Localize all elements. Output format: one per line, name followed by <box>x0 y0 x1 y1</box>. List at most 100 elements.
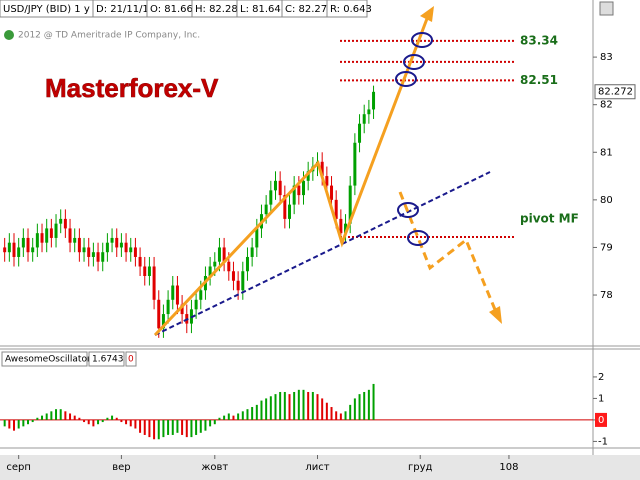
candle-body <box>217 247 221 262</box>
candle-body <box>147 266 151 276</box>
y-tick-label: 82 <box>600 100 613 111</box>
candle-body <box>330 185 334 200</box>
x-axis-strip <box>0 455 640 480</box>
drawings <box>153 6 502 337</box>
y-tick-label: 0 <box>598 415 604 426</box>
y-tick-label: 83 <box>600 52 613 63</box>
candle-body <box>362 114 366 124</box>
candle-body <box>199 290 203 300</box>
candle-body <box>194 299 198 310</box>
signal-box <box>595 412 607 427</box>
candle-body <box>287 204 291 219</box>
candle-body <box>250 247 254 257</box>
header-symbol: USD/JPY (BID) 1 y D <box>3 4 101 15</box>
candle-body <box>180 304 184 315</box>
target-ellipse <box>397 202 419 218</box>
oscillator-pane: -1 0 1 2 серп вер жовт лист груд 108 <box>0 372 608 473</box>
candle-body <box>101 252 105 262</box>
candle-body <box>87 247 91 257</box>
candle-body <box>348 185 352 224</box>
copyright: 2012 @ TD Ameritrade IP Company, Inc. <box>18 31 200 41</box>
candle-body <box>31 247 35 253</box>
candle-body <box>115 237 119 248</box>
header-open: O: 81.664 <box>150 4 199 15</box>
arrow-head <box>420 6 434 22</box>
candle-body <box>143 266 147 276</box>
y-tick-label: 79 <box>600 242 613 253</box>
candle-body <box>59 218 63 224</box>
candle-body <box>302 180 306 196</box>
candle-body <box>54 223 58 238</box>
header-box <box>326 0 368 18</box>
y-tick-label: -1 <box>598 436 608 447</box>
candle-body <box>17 247 21 257</box>
y-tick-label: 80 <box>600 195 613 206</box>
candle-body <box>283 195 287 219</box>
candle-body <box>344 223 348 234</box>
x-tick-label: груд <box>408 462 433 473</box>
candle-body <box>231 271 235 281</box>
candle-body <box>161 314 165 329</box>
candle-body <box>297 185 301 196</box>
header-close: C: 82.272 <box>285 4 334 15</box>
y-tick-label: 1 <box>598 393 604 404</box>
candle-body <box>264 204 268 215</box>
candle-body <box>35 233 39 248</box>
candle-body <box>213 261 217 267</box>
target-ellipse <box>411 32 433 48</box>
target-ellipse <box>395 71 417 87</box>
indicator-value: 1.6743 <box>92 355 124 365</box>
header-range: R: 0.643 <box>330 4 372 15</box>
candle-body <box>367 109 371 115</box>
candle-body <box>325 176 329 186</box>
header-low: L: 81.648 <box>240 4 287 15</box>
candle-body <box>208 266 212 276</box>
candle-body <box>3 247 7 253</box>
candle-body <box>157 299 161 329</box>
y-tick-label: 81 <box>600 147 613 158</box>
annotation: Masterforex-V <box>45 73 219 103</box>
candle-body <box>82 247 86 253</box>
candle-body <box>241 271 245 291</box>
candle-body <box>96 252 100 262</box>
candle-body <box>353 142 357 186</box>
y-tick-label: 78 <box>600 290 613 301</box>
candle-body <box>49 228 53 238</box>
candle-body <box>40 233 44 243</box>
info-icon <box>4 30 14 40</box>
window-icon[interactable] <box>599 1 614 16</box>
candle-body <box>171 285 175 300</box>
candle-body <box>175 285 179 305</box>
candle-body <box>105 242 109 253</box>
candle-body <box>91 252 95 257</box>
x-tick-label: серп <box>6 462 31 473</box>
candle-body <box>372 91 376 110</box>
candle-body <box>255 228 259 248</box>
candle-body <box>245 256 249 272</box>
candle-body <box>77 237 81 253</box>
candle-body <box>7 242 11 253</box>
candle-body <box>306 171 310 181</box>
candle-body <box>269 190 273 205</box>
level-label: 83.34 <box>520 33 558 47</box>
last-price-box <box>594 84 636 100</box>
candle-body <box>292 185 296 205</box>
x-tick-label: лист <box>305 462 329 473</box>
level-label: pivot MF <box>520 211 579 225</box>
candle-body <box>278 180 282 196</box>
candle-body <box>68 228 72 243</box>
target-ellipse <box>403 54 425 70</box>
candle-body <box>166 299 170 315</box>
candle-body <box>73 237 77 243</box>
indicator-signal: 0 <box>128 355 134 365</box>
candle-body <box>119 242 123 248</box>
candle-body <box>358 123 362 143</box>
candle-body <box>26 237 30 253</box>
indicator-box <box>1 351 88 367</box>
target-ellipse <box>407 230 429 246</box>
candle-body <box>320 161 324 177</box>
x-tick-label: 108 <box>499 462 518 473</box>
indicator-name: AwesomeOscillator <box>5 355 91 365</box>
level-label: 82.51 <box>520 73 558 87</box>
